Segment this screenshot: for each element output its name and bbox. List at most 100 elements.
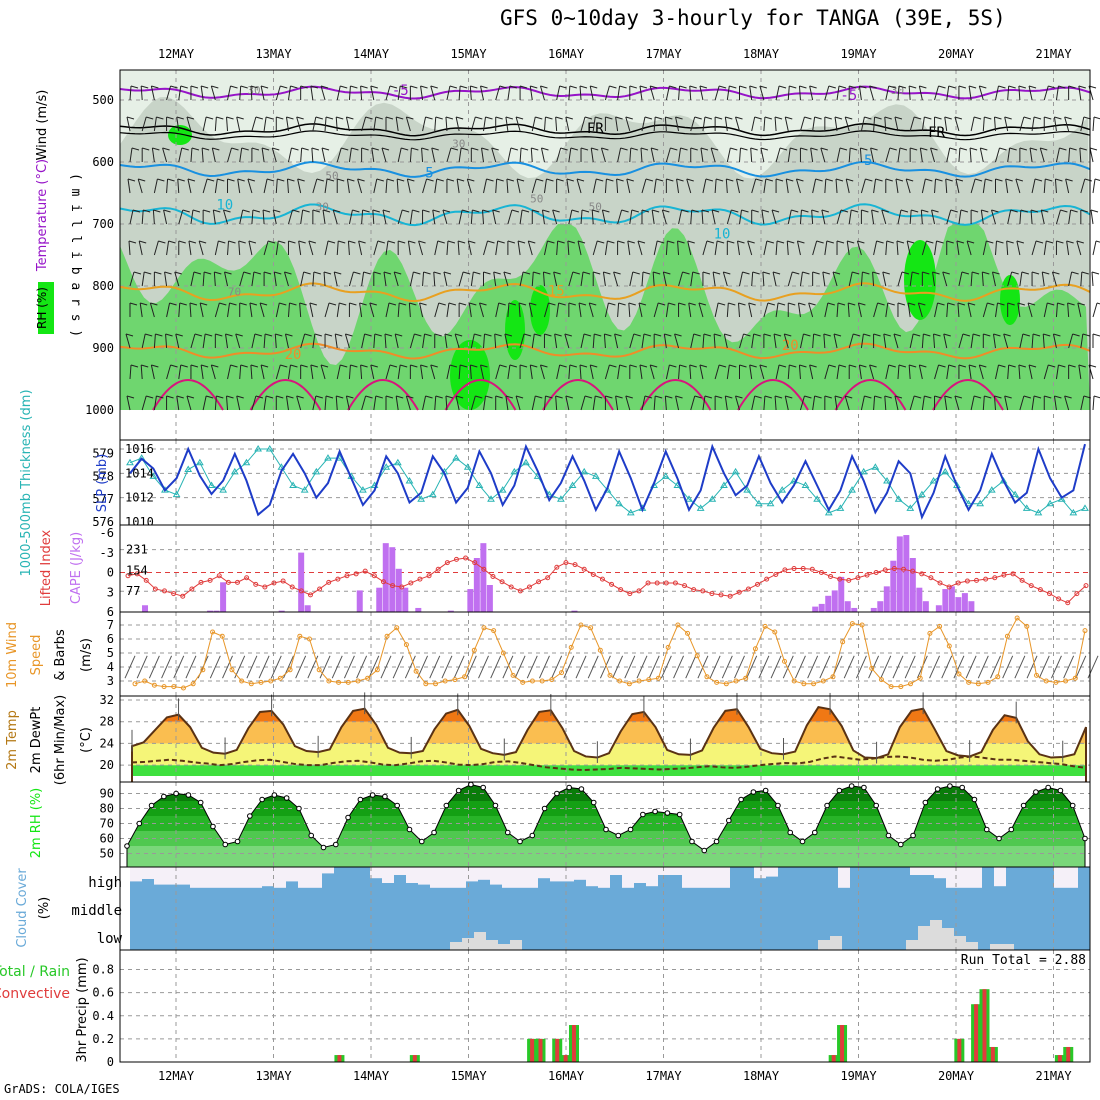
pressure-tick-label: 900 xyxy=(92,341,114,355)
wind-barb xyxy=(617,147,622,163)
wind-barb xyxy=(178,85,182,101)
wind-barb xyxy=(649,85,655,101)
wind-barb-flag xyxy=(657,240,665,244)
wind-barb xyxy=(1079,147,1082,163)
wind-barb-10m xyxy=(185,655,197,679)
wind-barb xyxy=(663,333,667,349)
thickness-line-point xyxy=(964,499,973,507)
rh-point xyxy=(468,781,474,788)
wind-barb xyxy=(787,271,793,287)
wind-barb-flag xyxy=(228,240,236,244)
wind-barb-flag xyxy=(385,116,394,120)
wind-barb xyxy=(178,147,183,163)
wind-barb-flag xyxy=(296,395,304,399)
wind-barb xyxy=(726,209,732,225)
wind-barb-flag xyxy=(359,302,367,306)
date-label-bottom: 17MAY xyxy=(645,1069,682,1083)
wind-barb xyxy=(345,116,350,132)
wind-barb-10m xyxy=(1014,655,1026,679)
wind-barb-flag xyxy=(163,209,171,213)
wind-barb-flag xyxy=(797,240,805,244)
wind-barb-flag xyxy=(350,85,358,89)
lifted-index-line-point xyxy=(426,573,432,579)
precip-tick-label: 0.8 xyxy=(92,963,114,977)
wind-barb xyxy=(275,85,281,101)
wind-barb xyxy=(271,147,277,163)
wind-barb xyxy=(531,395,536,411)
wind-barb xyxy=(786,240,789,256)
wind-barb-flag xyxy=(595,395,603,399)
wind-barb-flag xyxy=(1090,209,1099,213)
wind-barb xyxy=(921,333,924,349)
lifted-index-line-point xyxy=(563,560,569,566)
wind-barb xyxy=(824,240,828,256)
wind-barb xyxy=(869,85,875,101)
wind-barb xyxy=(702,395,706,411)
wind-barb xyxy=(324,116,327,132)
wind-barb-flag xyxy=(204,271,212,275)
wind-barb-flag xyxy=(237,178,245,182)
wind-barb xyxy=(652,271,655,287)
wind-barb xyxy=(323,271,326,287)
wind-barb xyxy=(407,240,411,256)
wind-barb xyxy=(236,116,241,132)
wind-barb xyxy=(494,333,497,349)
lifted-index-line-point xyxy=(983,576,989,582)
wind-barb xyxy=(210,364,216,380)
thickness-line-point xyxy=(987,486,996,493)
wind-barb xyxy=(919,147,923,163)
wind-barb-10m xyxy=(685,655,697,679)
wind-barb-flag xyxy=(189,302,198,306)
isotherm-25 xyxy=(444,379,517,411)
rh-tick-label: 50 xyxy=(100,847,114,861)
wind-barb xyxy=(190,209,194,225)
wind-speed-line-point xyxy=(694,653,700,659)
wind-speed-line-point xyxy=(190,681,196,687)
wind-barb-flag xyxy=(740,147,748,151)
wind-barb-flag xyxy=(931,209,939,213)
wind-barb-flag xyxy=(372,209,380,213)
isotherm-freezing xyxy=(119,123,1091,137)
wind-speed-line-point xyxy=(626,681,632,687)
wind-barb xyxy=(699,85,704,101)
wind-barb-10m xyxy=(709,655,721,679)
wind-barb-flag xyxy=(297,178,305,182)
wind-barb-flag xyxy=(1053,333,1061,337)
wind-barb-flag xyxy=(642,271,651,275)
wind-barb-flag xyxy=(796,178,804,182)
wind-barb xyxy=(519,209,523,225)
wind-barb xyxy=(713,333,716,349)
wind-speed-line-point xyxy=(374,667,380,673)
wind-barb xyxy=(739,147,741,163)
wind-barb-flag xyxy=(670,147,678,151)
low-cloud-block xyxy=(450,942,462,950)
lifted-index-line-point xyxy=(864,572,870,578)
wind-barb xyxy=(665,85,670,101)
wind-barb-10m xyxy=(356,655,368,679)
wind-barb xyxy=(995,85,999,101)
wind-barb xyxy=(141,395,147,411)
wind-barb-flag xyxy=(553,271,561,275)
wind-barb xyxy=(153,116,157,132)
wind-barb-flag xyxy=(260,85,269,89)
wind-barb xyxy=(373,240,379,256)
wind-barb-flag xyxy=(1059,147,1067,151)
thickness-line-point xyxy=(918,490,926,498)
convective-bar xyxy=(563,1055,568,1062)
wind-barb-flag xyxy=(559,85,567,89)
low-cloud-block xyxy=(474,932,486,950)
wind-barb-flag xyxy=(408,240,416,244)
date-gridlines xyxy=(175,950,1054,1062)
wind-barb xyxy=(406,178,411,194)
wind-barb xyxy=(678,364,681,380)
wind-barb xyxy=(737,240,740,256)
wind-barb-flag xyxy=(692,271,700,275)
wind-barb xyxy=(858,364,862,380)
thickness-line-point xyxy=(1034,508,1043,516)
thickness-line-point xyxy=(126,458,134,466)
lifted-index-line-point xyxy=(764,576,770,582)
wind-barb xyxy=(517,240,521,256)
lifted-index-line-point xyxy=(891,566,897,572)
wind-barb-flag xyxy=(250,364,259,368)
wind-barb xyxy=(578,302,582,318)
